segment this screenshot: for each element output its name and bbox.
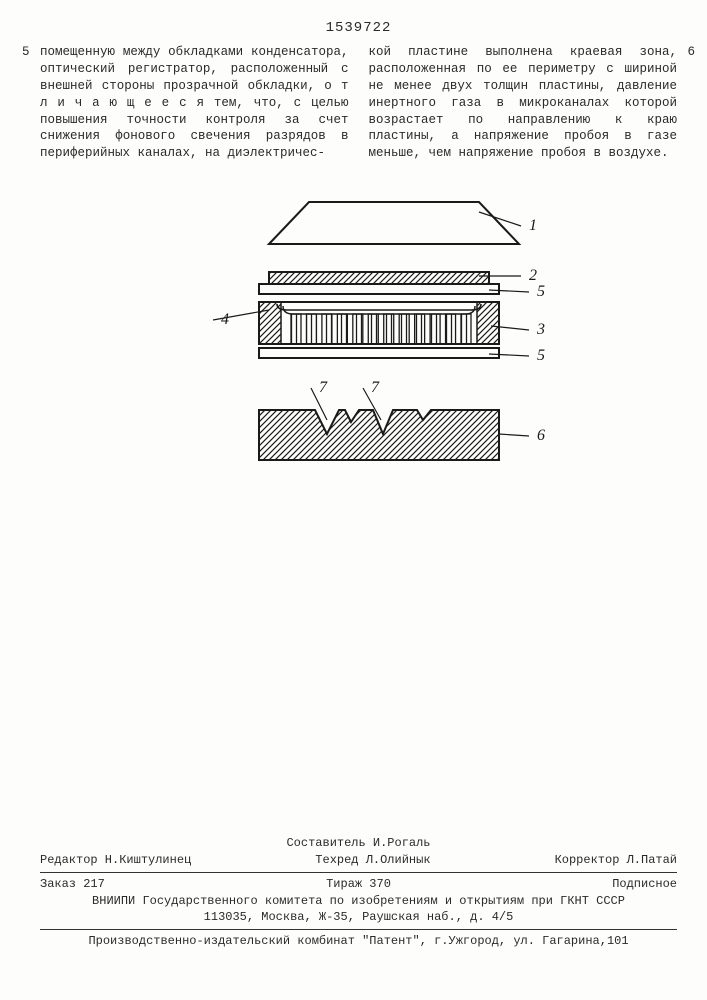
corrector: Корректор Л.Патай	[555, 852, 677, 869]
svg-text:4: 4	[221, 311, 229, 328]
patent-page: 1539722 5 помещенную между обкладками ко…	[0, 0, 707, 1000]
order-row: Заказ 217 Тираж 370 Подписное	[40, 876, 677, 893]
editor: Редактор Н.Киштулинец	[40, 852, 191, 869]
compiler: Составитель И.Рогаль	[40, 835, 677, 852]
technical-diagram: 125435776	[159, 192, 559, 472]
right-column: 6 кой пластине выполнена краевая зона, р…	[369, 44, 678, 162]
order: Заказ 217	[40, 876, 105, 893]
left-text: помещенную между обкладками конденсатора…	[40, 45, 349, 160]
right-text: кой пластине выполнена краевая зона, рас…	[369, 45, 678, 160]
svg-text:5: 5	[537, 283, 545, 300]
text-columns: 5 помещенную между обкладками конденсато…	[40, 44, 677, 162]
page-num-left: 5	[22, 44, 30, 61]
svg-text:5: 5	[537, 347, 545, 364]
org2: 113035, Москва, Ж-35, Раушская наб., д. …	[40, 909, 677, 926]
printer: Производственно-издательский комбинат "П…	[40, 933, 677, 950]
footer: Составитель И.Рогаль Редактор Н.Киштулин…	[40, 835, 677, 950]
credits-row: Редактор Н.Киштулинец Техред Л.Олийнык К…	[40, 852, 677, 869]
techred: Техред Л.Олийнык	[315, 852, 430, 869]
svg-text:7: 7	[371, 379, 380, 396]
subscription: Подписное	[612, 876, 677, 893]
patent-number: 1539722	[40, 20, 677, 36]
divider	[40, 872, 677, 873]
divider2	[40, 929, 677, 930]
org1: ВНИИПИ Государственного комитета по изоб…	[40, 893, 677, 910]
svg-text:1: 1	[529, 217, 537, 234]
svg-text:7: 7	[319, 379, 328, 396]
svg-text:6: 6	[537, 427, 545, 444]
tirazh: Тираж 370	[326, 876, 391, 893]
page-num-right: 6	[687, 44, 695, 61]
left-column: 5 помещенную между обкладками конденсато…	[40, 44, 349, 162]
svg-text:2: 2	[529, 267, 537, 284]
svg-text:3: 3	[536, 321, 545, 338]
